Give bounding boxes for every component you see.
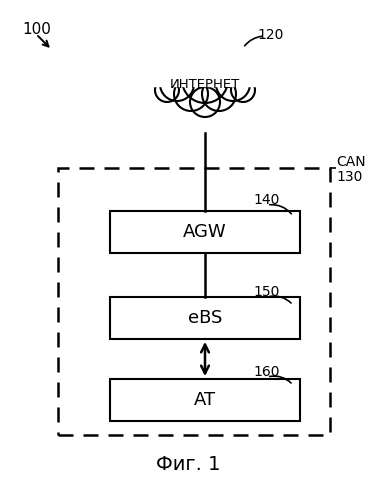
Circle shape bbox=[160, 67, 194, 101]
Circle shape bbox=[174, 77, 208, 111]
Text: CAN: CAN bbox=[336, 155, 365, 169]
Bar bbox=[110, 379, 300, 421]
Circle shape bbox=[182, 57, 228, 103]
Bar bbox=[110, 297, 300, 339]
Text: 130: 130 bbox=[336, 170, 362, 184]
Text: AT: AT bbox=[194, 391, 216, 409]
Circle shape bbox=[190, 87, 220, 117]
Bar bbox=[150, 56, 260, 86]
Text: AGW: AGW bbox=[183, 223, 227, 241]
Circle shape bbox=[202, 77, 236, 111]
Bar bbox=[58, 168, 330, 435]
Text: 100: 100 bbox=[22, 22, 51, 37]
Circle shape bbox=[231, 78, 255, 102]
Text: 160: 160 bbox=[253, 365, 279, 379]
Text: ИНТЕРНЕТ: ИНТЕРНЕТ bbox=[170, 78, 240, 90]
Text: eBS: eBS bbox=[188, 309, 222, 327]
Circle shape bbox=[155, 78, 179, 102]
Text: 140: 140 bbox=[253, 193, 279, 207]
Text: Фиг. 1: Фиг. 1 bbox=[156, 454, 220, 473]
Text: 120: 120 bbox=[257, 28, 284, 42]
Text: 150: 150 bbox=[253, 285, 279, 299]
Bar bbox=[110, 211, 300, 253]
Circle shape bbox=[216, 67, 250, 101]
